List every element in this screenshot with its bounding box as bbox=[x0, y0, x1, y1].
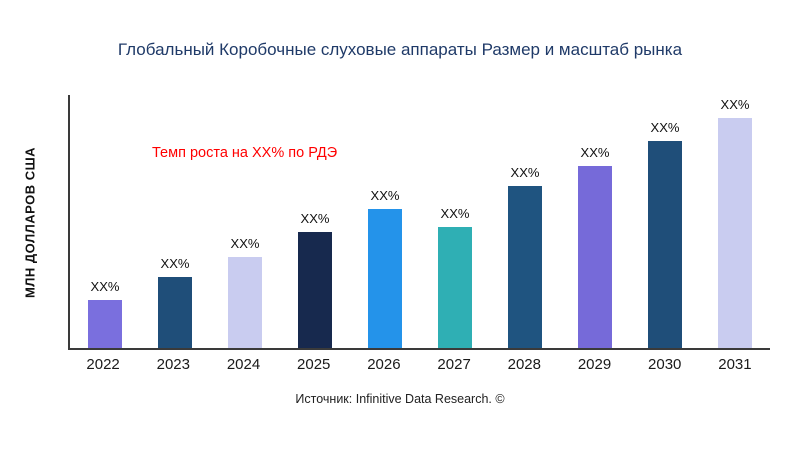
bar bbox=[368, 208, 402, 348]
x-tick-label: 2023 bbox=[156, 356, 190, 373]
x-tick-label: 2029 bbox=[577, 356, 612, 373]
bar-value-label: XX% bbox=[720, 96, 750, 112]
bar-value-label: XX% bbox=[230, 235, 260, 251]
bar bbox=[508, 186, 542, 348]
bar-slot: XX% bbox=[350, 95, 420, 348]
bar-slot: XX% bbox=[420, 95, 490, 348]
bar-slot: XX% bbox=[70, 95, 140, 348]
x-tick-label: 2028 bbox=[507, 356, 541, 373]
bar-value-label: XX% bbox=[90, 278, 120, 294]
plot-area: Темп роста на XX% по РДЭ XX% XX% XX% XX% XX%… bbox=[68, 95, 770, 350]
x-axis-ticks: 2022 2023 2024 2025 2026 2027 2028 2029 2030 2031 bbox=[68, 356, 770, 373]
chart-title: Глобальный Коробочные слуховые аппараты … bbox=[117, 40, 683, 59]
bar-slot: XX% bbox=[210, 95, 280, 348]
bar-value-label: XX% bbox=[300, 210, 330, 226]
x-tick-label: 2024 bbox=[226, 356, 261, 373]
x-tick-label: 2026 bbox=[367, 356, 401, 373]
x-tick-label: 2031 bbox=[718, 356, 752, 373]
bar bbox=[648, 140, 682, 348]
bar-value-label: XX% bbox=[650, 119, 680, 135]
bar-value-label: XX% bbox=[440, 205, 470, 221]
bar-value-label: XX% bbox=[510, 165, 540, 181]
growth-rate-annotation: Темп роста на XX% по РДЭ bbox=[152, 145, 338, 161]
bar-slot: XX% bbox=[490, 95, 560, 348]
x-tick-label: 2027 bbox=[437, 356, 471, 373]
bar-slot: XX% bbox=[630, 95, 700, 348]
y-axis-label: МЛН ДОЛЛАРОВ США bbox=[22, 146, 38, 299]
bar bbox=[158, 277, 192, 348]
bar-slot: XX% bbox=[280, 95, 350, 348]
bar bbox=[718, 117, 752, 348]
bars-row: XX% XX% XX% XX% XX% XX% XX% XX% XX% XX% bbox=[70, 95, 770, 348]
bar-slot: XX% bbox=[560, 95, 630, 348]
bar bbox=[438, 226, 472, 348]
bar bbox=[228, 256, 262, 348]
bar bbox=[88, 299, 122, 348]
bar-slot: XX% bbox=[700, 95, 770, 348]
bar bbox=[578, 165, 612, 348]
bar-value-label: XX% bbox=[160, 256, 190, 272]
bar bbox=[298, 231, 332, 348]
x-tick-label: 2022 bbox=[86, 356, 120, 373]
source-attribution: Источник: Infinitive Data Research. © bbox=[295, 392, 505, 406]
x-tick-label: 2025 bbox=[297, 356, 331, 373]
bar-value-label: XX% bbox=[370, 187, 400, 203]
bar-slot: XX% bbox=[140, 95, 210, 348]
bar-value-label: XX% bbox=[580, 144, 610, 160]
x-tick-label: 2030 bbox=[648, 356, 682, 373]
